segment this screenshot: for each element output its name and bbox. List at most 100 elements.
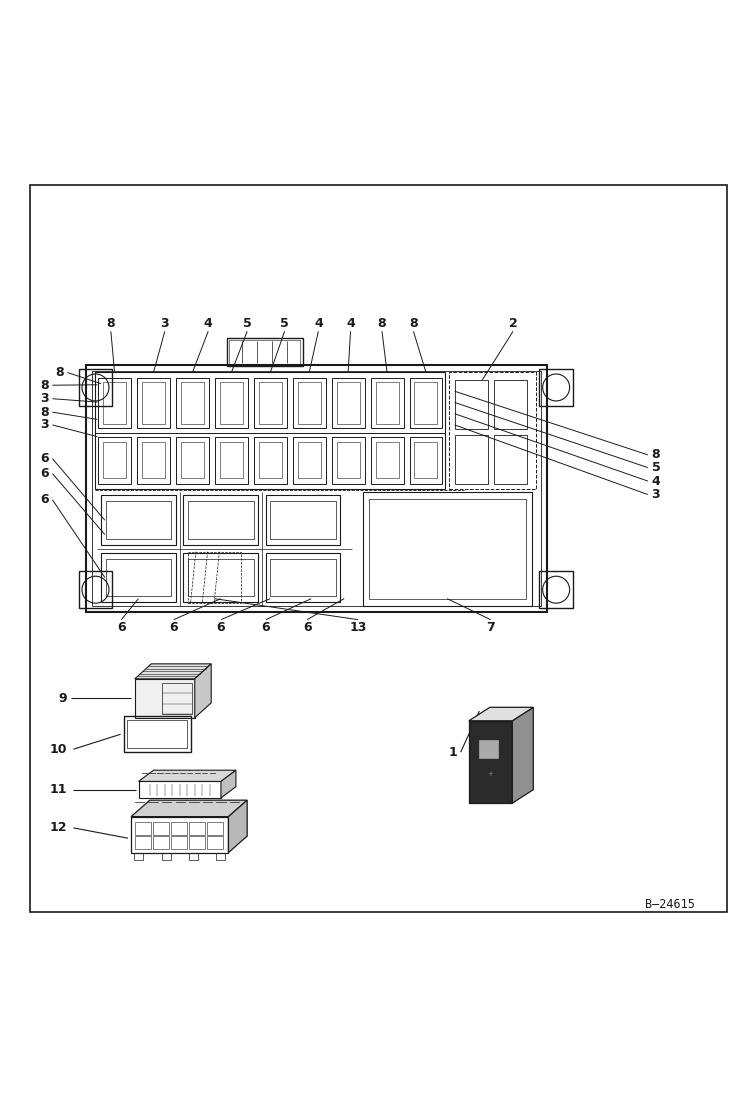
Bar <box>414 442 437 478</box>
Bar <box>98 437 131 484</box>
Text: 7: 7 <box>486 621 495 634</box>
Polygon shape <box>139 770 236 781</box>
Bar <box>135 822 151 835</box>
Bar <box>86 365 547 612</box>
Text: 8: 8 <box>106 317 115 330</box>
Bar <box>189 836 205 849</box>
Text: 8: 8 <box>652 449 661 462</box>
Text: 8: 8 <box>40 378 49 392</box>
Bar <box>188 558 254 597</box>
Bar <box>375 442 398 478</box>
Bar <box>137 437 170 484</box>
Text: 4: 4 <box>204 317 213 330</box>
Bar <box>270 501 336 539</box>
Text: 6: 6 <box>261 621 270 634</box>
Text: 13: 13 <box>349 621 367 634</box>
Bar <box>184 496 258 545</box>
Bar <box>229 340 300 364</box>
Text: B–24615: B–24615 <box>646 897 695 911</box>
Bar <box>103 442 126 478</box>
Bar <box>539 570 573 609</box>
Bar <box>134 852 143 860</box>
Bar <box>103 383 126 425</box>
Bar <box>162 852 171 860</box>
Bar <box>142 383 165 425</box>
Bar <box>95 373 446 488</box>
Bar <box>219 383 243 425</box>
Bar <box>332 378 365 428</box>
Text: 3: 3 <box>652 488 661 501</box>
Bar <box>410 378 443 428</box>
Bar <box>297 383 321 425</box>
Polygon shape <box>469 708 533 721</box>
Bar <box>336 383 360 425</box>
Polygon shape <box>135 664 211 679</box>
Text: 3: 3 <box>40 418 49 431</box>
Bar <box>266 553 340 602</box>
Bar <box>414 383 437 425</box>
Bar <box>181 442 204 478</box>
Text: 8: 8 <box>55 366 64 378</box>
Bar <box>124 716 191 753</box>
Bar <box>494 380 527 429</box>
Bar <box>332 437 365 484</box>
Polygon shape <box>131 800 247 816</box>
Bar <box>189 822 205 835</box>
Text: 6: 6 <box>169 621 178 634</box>
Bar <box>142 442 165 478</box>
Bar <box>171 836 187 849</box>
Text: 10: 10 <box>50 743 67 756</box>
Bar <box>131 816 228 852</box>
Bar <box>139 781 221 798</box>
Bar <box>162 682 192 714</box>
Bar <box>270 558 336 597</box>
Text: 6: 6 <box>40 494 49 507</box>
Bar <box>188 552 241 603</box>
Bar <box>101 496 176 545</box>
Polygon shape <box>512 708 533 803</box>
Text: 8: 8 <box>40 406 49 419</box>
Text: 5: 5 <box>652 461 661 474</box>
Text: 3: 3 <box>40 393 49 405</box>
Bar <box>79 570 112 609</box>
Bar <box>215 378 248 428</box>
Bar <box>455 436 488 484</box>
Bar <box>293 437 326 484</box>
Bar <box>184 553 258 602</box>
Bar <box>106 501 172 539</box>
Bar <box>171 822 187 835</box>
Bar <box>207 836 223 849</box>
Bar <box>455 380 488 429</box>
Bar <box>135 836 151 849</box>
Bar <box>254 378 287 428</box>
Text: 6: 6 <box>40 467 49 480</box>
Bar <box>369 499 526 599</box>
Bar <box>363 491 532 607</box>
Bar <box>449 373 536 488</box>
Text: 11: 11 <box>50 783 67 796</box>
Bar <box>216 852 225 860</box>
Bar <box>494 436 527 484</box>
Bar <box>79 369 112 406</box>
Bar <box>207 822 223 835</box>
Text: 12: 12 <box>50 822 67 835</box>
Bar <box>258 442 282 478</box>
Bar <box>153 822 169 835</box>
Text: 5: 5 <box>243 317 252 330</box>
Bar <box>181 383 204 425</box>
Bar <box>219 442 243 478</box>
Text: 4: 4 <box>346 317 355 330</box>
Bar <box>258 383 282 425</box>
Bar <box>127 720 187 748</box>
Bar <box>254 437 287 484</box>
Bar <box>371 378 404 428</box>
Bar <box>189 852 198 860</box>
Text: 6: 6 <box>216 621 225 634</box>
Bar <box>137 378 170 428</box>
Polygon shape <box>228 800 247 852</box>
Text: 6: 6 <box>303 621 312 634</box>
Text: 5: 5 <box>280 317 289 330</box>
Bar <box>469 721 512 803</box>
Bar <box>266 496 340 545</box>
Bar <box>227 338 303 366</box>
